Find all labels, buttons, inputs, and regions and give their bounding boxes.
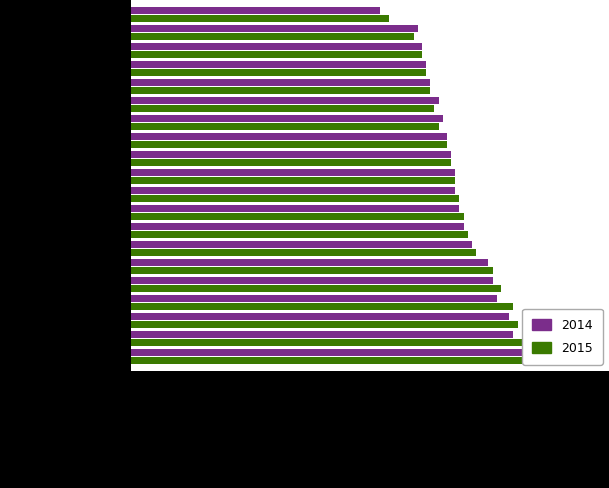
Bar [131,133,447,140]
Legend: 2014, 2015: 2014, 2015 [523,308,603,365]
Bar [131,331,513,338]
Bar [131,213,463,220]
Bar [131,15,389,21]
Bar [131,285,501,292]
Bar [131,159,451,165]
Bar [131,105,434,112]
Bar [131,51,422,58]
Bar [131,303,513,310]
Bar [131,187,455,194]
Bar [131,43,422,50]
Bar [131,79,430,86]
Bar [131,295,497,302]
Bar [131,321,518,327]
Bar [131,241,472,248]
Bar [131,231,468,238]
Bar [131,69,426,76]
Bar [131,25,418,32]
Bar [131,339,526,346]
Bar [131,249,476,256]
Bar [131,169,455,176]
Bar [131,349,526,356]
Bar [131,97,438,104]
Bar [131,33,414,40]
Bar [131,61,426,68]
Bar [131,123,438,130]
Bar [131,223,463,230]
Bar [131,177,455,183]
Bar [131,141,447,148]
Bar [131,259,488,266]
Bar [131,277,493,284]
Bar [131,87,430,94]
Bar [131,267,493,274]
Bar [131,357,559,364]
Bar [131,195,459,202]
Bar [131,205,459,212]
Bar [131,115,443,122]
Bar [131,313,509,320]
Bar [131,7,381,14]
Bar [131,151,451,158]
